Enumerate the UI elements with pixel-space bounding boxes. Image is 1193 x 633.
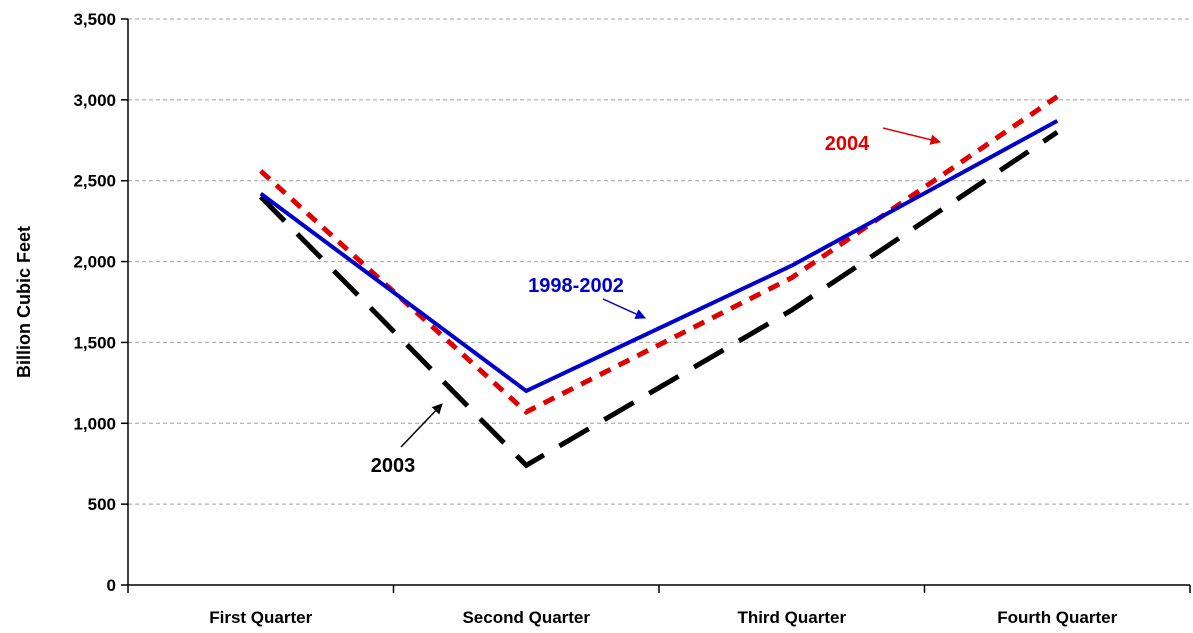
y-ticks: 0 500 1,000 1,500 2,000 2,500 3,000 3,500 (73, 10, 128, 595)
annotation-arrow-2003 (400, 403, 443, 448)
annotation-2003: 2003 (371, 403, 443, 477)
x-tick-label: Third Quarter (737, 608, 846, 627)
y-tick-label: 3,500 (73, 10, 116, 29)
x-tick-label: First Quarter (209, 608, 312, 627)
y-tick-label: 2,500 (73, 172, 116, 191)
y-tick-label: 2,000 (73, 253, 116, 272)
y-tick-label: 1,000 (73, 414, 116, 433)
annotation-2004: 2004 (825, 127, 942, 155)
series-line-2004 (259, 94, 1059, 415)
y-tick-label: 500 (88, 495, 116, 514)
annotation-1998-2002: 1998-2002 (528, 275, 646, 319)
series-line-2003 (258, 130, 1059, 469)
y-axis-title: Billion Cubic Feet (14, 226, 34, 378)
x-ticks: First Quarter Second Quarter Third Quarter… (127, 585, 1191, 627)
x-tick-label: Fourth Quarter (997, 608, 1117, 627)
annotation-label-2003: 2003 (371, 455, 416, 477)
series-lines (258, 94, 1059, 469)
x-tick-label: Second Quarter (462, 608, 590, 627)
y-tick-label: 1,500 (73, 333, 116, 352)
axes (127, 19, 1190, 586)
series-line-1998-2002 (259, 119, 1059, 394)
annotation-arrow-2004 (882, 127, 942, 145)
y-tick-label: 3,000 (73, 91, 116, 110)
y-tick-label: 0 (107, 576, 116, 595)
annotation-label-2004: 2004 (825, 133, 870, 155)
gridlines (128, 18, 1190, 505)
annotation-label-1998-2002: 1998-2002 (528, 275, 624, 297)
annotation-arrow-1998-2002 (602, 298, 646, 319)
